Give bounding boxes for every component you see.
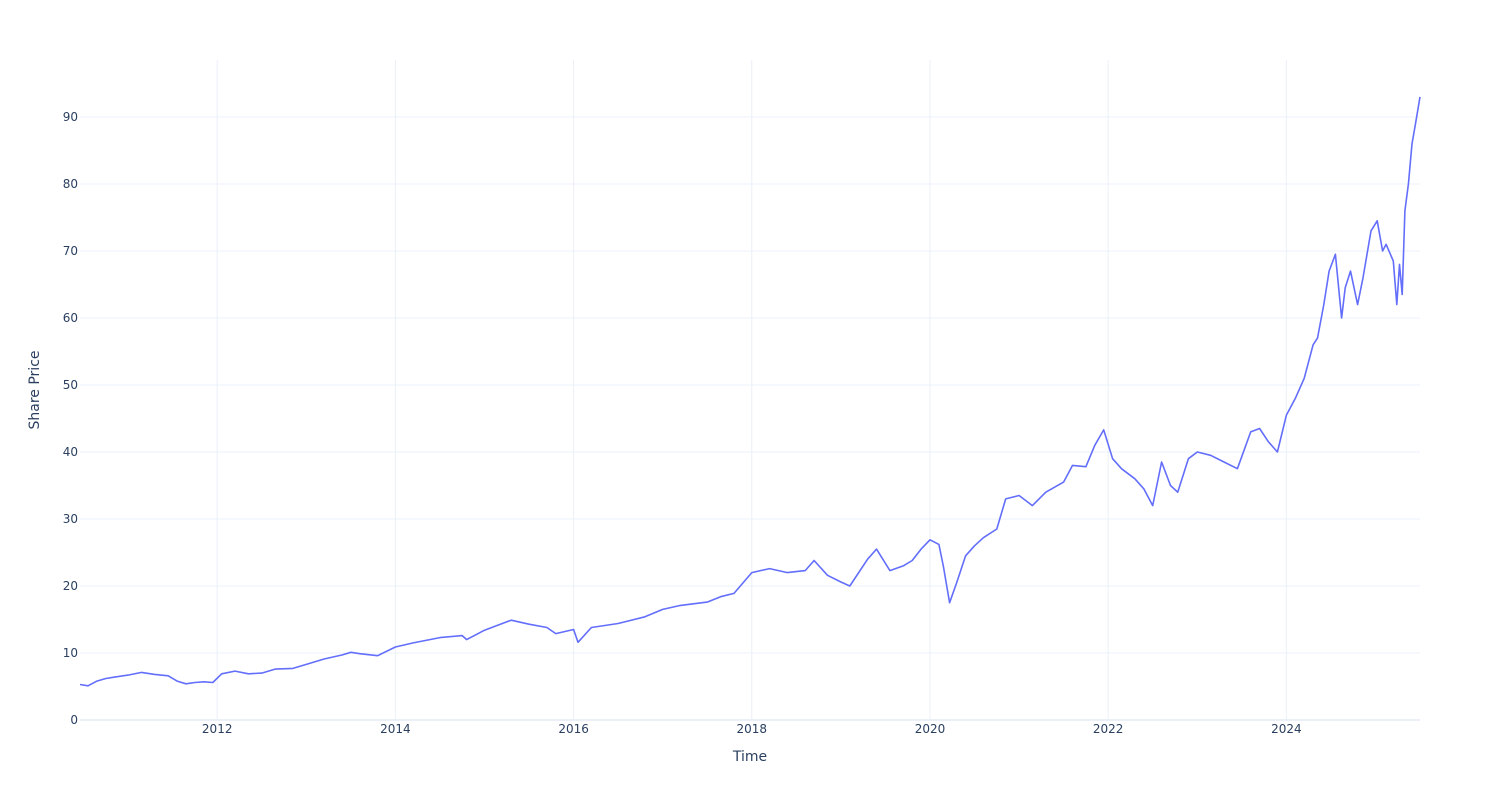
x-tick-label: 2020: [915, 722, 946, 736]
x-tick-label: 2024: [1271, 722, 1302, 736]
x-tick-label: 2022: [1093, 722, 1124, 736]
tick-labels: 2012 2014 2016 2018 2020 2022 2024 0 10 20 30 40 50 6…: [63, 110, 1302, 736]
y-axis-title: Share Price: [27, 350, 43, 429]
y-tick-label: 60: [63, 311, 78, 325]
x-axis-title: Time: [732, 749, 767, 765]
y-tick-label: 80: [63, 177, 78, 191]
x-tick-label: 2012: [202, 722, 233, 736]
y-tick-label: 50: [63, 378, 78, 392]
x-tick-label: 2016: [558, 722, 589, 736]
gridlines: [80, 60, 1420, 721]
y-tick-label: 20: [63, 579, 78, 593]
share-price-series-line: [79, 96, 1421, 687]
y-tick-label: 70: [63, 244, 78, 258]
y-tick-label: 0: [70, 713, 78, 727]
y-tick-label: 10: [63, 646, 78, 660]
y-tick-label: 30: [63, 512, 78, 526]
x-tick-label: 2018: [737, 722, 768, 736]
y-tick-label: 40: [63, 445, 78, 459]
x-tick-label: 2014: [380, 722, 411, 736]
y-tick-label: 90: [63, 110, 78, 124]
